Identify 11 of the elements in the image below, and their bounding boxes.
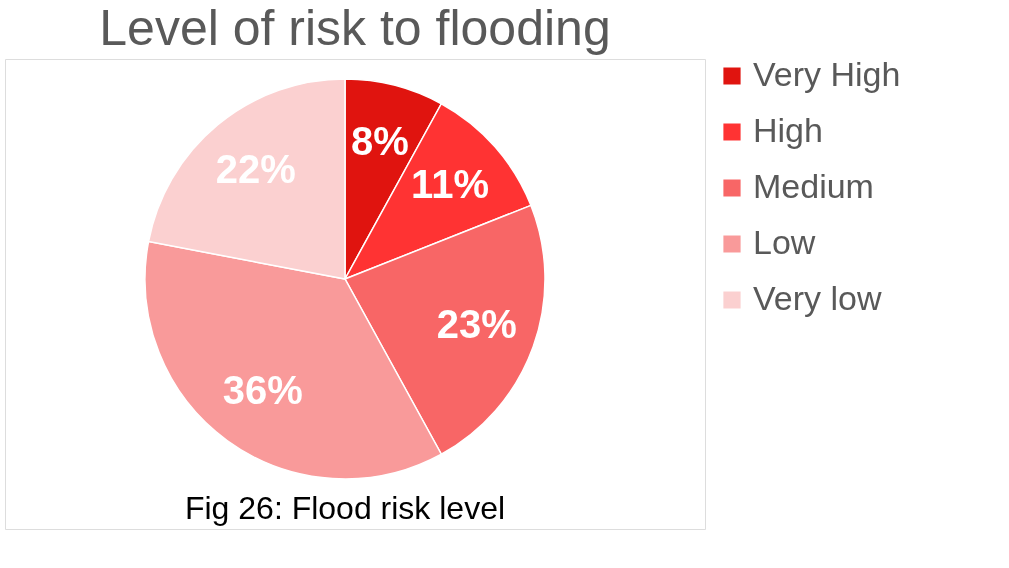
legend-label: High (753, 111, 823, 149)
legend-label: Low (753, 223, 816, 261)
legend-label: Medium (753, 167, 874, 205)
legend-label: Very low (753, 279, 882, 317)
data-label: 11% (411, 162, 489, 207)
data-label: 36% (222, 368, 303, 413)
caption: Fig 26: Flood risk level (184, 490, 506, 526)
data-label: 8% (350, 119, 409, 164)
data-label: 23% (436, 302, 517, 347)
legend-label: Very High (753, 55, 901, 93)
chart-title: Level of risk to flooding (99, 0, 611, 56)
